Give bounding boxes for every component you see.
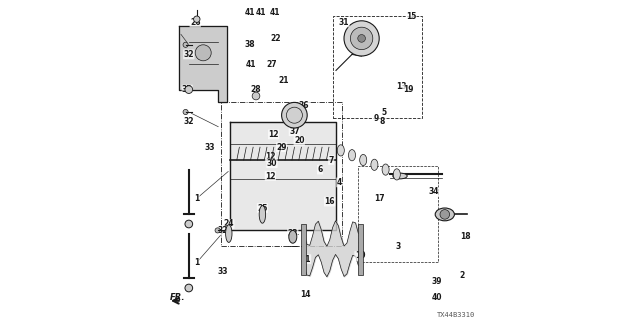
Circle shape (195, 45, 211, 61)
Text: 40: 40 (431, 293, 442, 302)
Text: 16: 16 (324, 197, 335, 206)
Text: 1: 1 (194, 258, 200, 267)
Text: 26: 26 (190, 18, 200, 27)
Circle shape (185, 284, 193, 292)
Text: 12: 12 (265, 172, 276, 180)
Text: 31: 31 (339, 18, 349, 27)
Text: 36: 36 (299, 101, 309, 110)
Bar (301, 224, 306, 275)
Text: 32: 32 (217, 226, 228, 235)
Text: 18: 18 (460, 232, 471, 241)
Text: 15: 15 (406, 12, 417, 20)
Ellipse shape (226, 225, 232, 243)
Circle shape (183, 109, 188, 115)
Circle shape (282, 102, 307, 128)
Text: 41: 41 (255, 8, 266, 17)
Bar (221, 102, 342, 246)
Text: 8: 8 (380, 117, 385, 126)
Ellipse shape (259, 206, 266, 223)
Text: 24: 24 (223, 220, 234, 228)
Text: 37: 37 (289, 127, 300, 136)
Text: 6: 6 (317, 165, 323, 174)
Text: 13: 13 (396, 82, 407, 91)
Circle shape (252, 92, 260, 100)
Bar (333, 16, 422, 118)
Text: 27: 27 (267, 60, 277, 68)
Text: 20: 20 (294, 136, 305, 145)
Text: 33: 33 (204, 143, 215, 152)
Text: 23: 23 (287, 229, 298, 238)
Ellipse shape (393, 173, 407, 179)
Ellipse shape (371, 159, 378, 171)
Text: 9: 9 (373, 114, 379, 123)
Text: 35: 35 (182, 85, 193, 94)
Text: 33: 33 (217, 268, 228, 276)
Circle shape (185, 86, 193, 93)
Text: 30: 30 (267, 159, 277, 168)
Text: 21: 21 (278, 76, 289, 84)
Text: 2: 2 (460, 271, 465, 280)
Text: 5: 5 (381, 108, 387, 116)
Circle shape (215, 228, 220, 233)
Circle shape (440, 210, 450, 219)
Text: 4: 4 (337, 178, 342, 187)
Text: 1: 1 (194, 194, 200, 203)
Text: 12: 12 (268, 130, 279, 139)
Text: 14: 14 (300, 290, 311, 299)
Text: 10: 10 (355, 252, 365, 260)
Text: 32: 32 (184, 50, 194, 59)
Text: 3: 3 (396, 242, 401, 251)
Text: 19: 19 (403, 85, 413, 94)
Text: 38: 38 (244, 40, 255, 49)
Text: TX44B3310: TX44B3310 (437, 312, 475, 318)
Text: 12: 12 (265, 152, 276, 161)
Polygon shape (230, 122, 336, 230)
Ellipse shape (435, 208, 454, 221)
Ellipse shape (360, 155, 367, 166)
Text: 39: 39 (431, 277, 442, 286)
Ellipse shape (289, 230, 297, 243)
Circle shape (194, 16, 200, 22)
Text: 25: 25 (257, 204, 268, 212)
Text: 29: 29 (276, 143, 287, 152)
Circle shape (185, 220, 193, 228)
Ellipse shape (393, 169, 401, 180)
Text: 32: 32 (184, 117, 194, 126)
Text: 11: 11 (300, 255, 311, 264)
Text: 41: 41 (270, 8, 280, 17)
Polygon shape (179, 26, 227, 102)
Circle shape (183, 42, 188, 47)
Text: 17: 17 (374, 194, 385, 203)
Circle shape (358, 35, 365, 42)
Text: 28: 28 (251, 85, 261, 94)
Ellipse shape (349, 150, 356, 161)
Ellipse shape (337, 145, 344, 156)
Text: 41: 41 (244, 8, 255, 17)
Text: 34: 34 (428, 188, 439, 196)
Bar (358, 166, 438, 262)
Circle shape (344, 21, 380, 56)
Text: FR.: FR. (170, 293, 186, 302)
Circle shape (351, 27, 372, 50)
Text: 22: 22 (270, 34, 280, 43)
Ellipse shape (382, 164, 389, 175)
Bar (358, 224, 364, 275)
Text: 41: 41 (246, 60, 257, 68)
Text: 7: 7 (328, 156, 334, 164)
